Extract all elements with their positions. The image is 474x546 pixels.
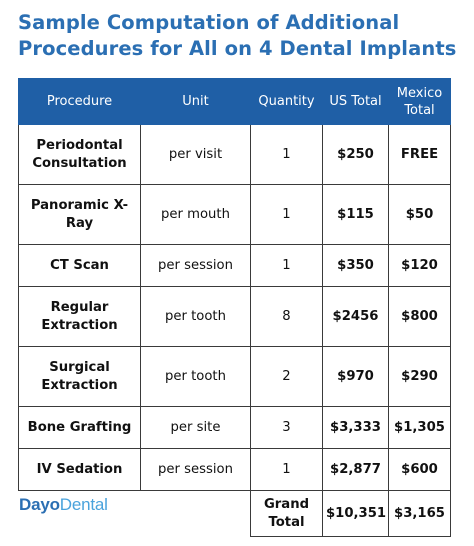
title-line-2: Procedures for All on 4 Dental Implants (18, 37, 457, 60)
header-mexico-total-line-1: Mexico (396, 85, 443, 101)
mexico-total-cell: $1,305 (388, 406, 451, 449)
unit-cell: per visit (140, 124, 251, 185)
grand-total-line-2: Total (268, 514, 305, 530)
quantity-cell: 1 (250, 184, 323, 245)
title-line-1: Sample Computation of Additional (18, 11, 400, 34)
header-mexico-total-line-2: Total (404, 102, 435, 118)
procedure-line-2: Consultation (32, 155, 127, 171)
us-total-cell: $115 (322, 184, 389, 245)
header-unit: Unit (140, 78, 251, 125)
table-row: CT Scan per session 1 $350 $120 (18, 244, 451, 287)
header-mexico-total: Mexico Total (388, 78, 451, 125)
grand-total-mexico: $3,165 (388, 490, 451, 537)
procedure-line-1: Surgical (49, 359, 110, 375)
procedure-cell: Regular Extraction (18, 286, 141, 347)
table-row: IV Sedation per session 1 $2,877 $600 (18, 448, 451, 491)
mexico-total-cell: $290 (388, 346, 451, 407)
table-row: Regular Extraction per tooth 8 $2456 $80… (18, 286, 451, 347)
page-title: Sample Computation of Additional Procedu… (18, 10, 458, 62)
unit-cell: per site (140, 406, 251, 449)
table-row: Panoramic X- Ray per mouth 1 $115 $50 (18, 184, 451, 245)
procedure-cell: Panoramic X- Ray (18, 184, 141, 245)
dayodental-logo: DayoDental (19, 494, 108, 516)
blank-cell (141, 491, 251, 537)
us-total-cell: $250 (322, 124, 389, 185)
table-row: Periodontal Consultation per visit 1 $25… (18, 124, 451, 185)
quantity-cell: 3 (250, 406, 323, 449)
grand-total-us: $10,351 (322, 490, 389, 537)
procedure-line-1: Regular (50, 299, 109, 315)
unit-cell: per tooth (140, 346, 251, 407)
procedure-line-1: Periodontal (36, 137, 123, 153)
quantity-cell: 1 (250, 448, 323, 491)
mexico-total-cell: $120 (388, 244, 451, 287)
unit-cell: per session (140, 244, 251, 287)
procedures-table: Procedure Unit Quantity US Total Mexico … (18, 78, 451, 537)
logo-dental: Dental (59, 495, 108, 514)
table-row: Surgical Extraction per tooth 2 $970 $29… (18, 346, 451, 407)
procedure-line-2: Ray (65, 215, 94, 231)
procedure-cell: Surgical Extraction (18, 346, 141, 407)
logo-dayo: Dayo (19, 495, 60, 514)
mexico-total-cell: $600 (388, 448, 451, 491)
us-total-cell: $3,333 (322, 406, 389, 449)
header-quantity: Quantity (250, 78, 323, 125)
header-us-total: US Total (322, 78, 389, 125)
table-row: Bone Grafting per site 3 $3,333 $1,305 (18, 406, 451, 449)
procedure-cell: IV Sedation (18, 448, 141, 491)
unit-cell: per mouth (140, 184, 251, 245)
quantity-cell: 2 (250, 346, 323, 407)
grand-total-line-1: Grand (263, 496, 310, 512)
mexico-total-cell: $50 (388, 184, 451, 245)
mexico-total-cell: FREE (388, 124, 451, 185)
procedure-cell: Bone Grafting (18, 406, 141, 449)
header-procedure: Procedure (18, 78, 141, 125)
grand-total-label: Grand Total (250, 490, 323, 537)
us-total-cell: $2456 (322, 286, 389, 347)
grand-total-row: Grand Total $10,351 $3,165 (19, 490, 451, 537)
us-total-cell: $2,877 (322, 448, 389, 491)
procedure-cell: Periodontal Consultation (18, 124, 141, 185)
quantity-cell: 1 (250, 244, 323, 287)
mexico-total-cell: $800 (388, 286, 451, 347)
unit-cell: per session (140, 448, 251, 491)
table-header-row: Procedure Unit Quantity US Total Mexico … (18, 78, 451, 125)
procedure-line-2: Extraction (41, 377, 118, 393)
us-total-cell: $970 (322, 346, 389, 407)
unit-cell: per tooth (140, 286, 251, 347)
quantity-cell: 8 (250, 286, 323, 347)
us-total-cell: $350 (322, 244, 389, 287)
procedure-cell: CT Scan (18, 244, 141, 287)
procedure-line-1: Panoramic X- (30, 197, 129, 213)
procedure-line-2: Extraction (41, 317, 118, 333)
quantity-cell: 1 (250, 124, 323, 185)
